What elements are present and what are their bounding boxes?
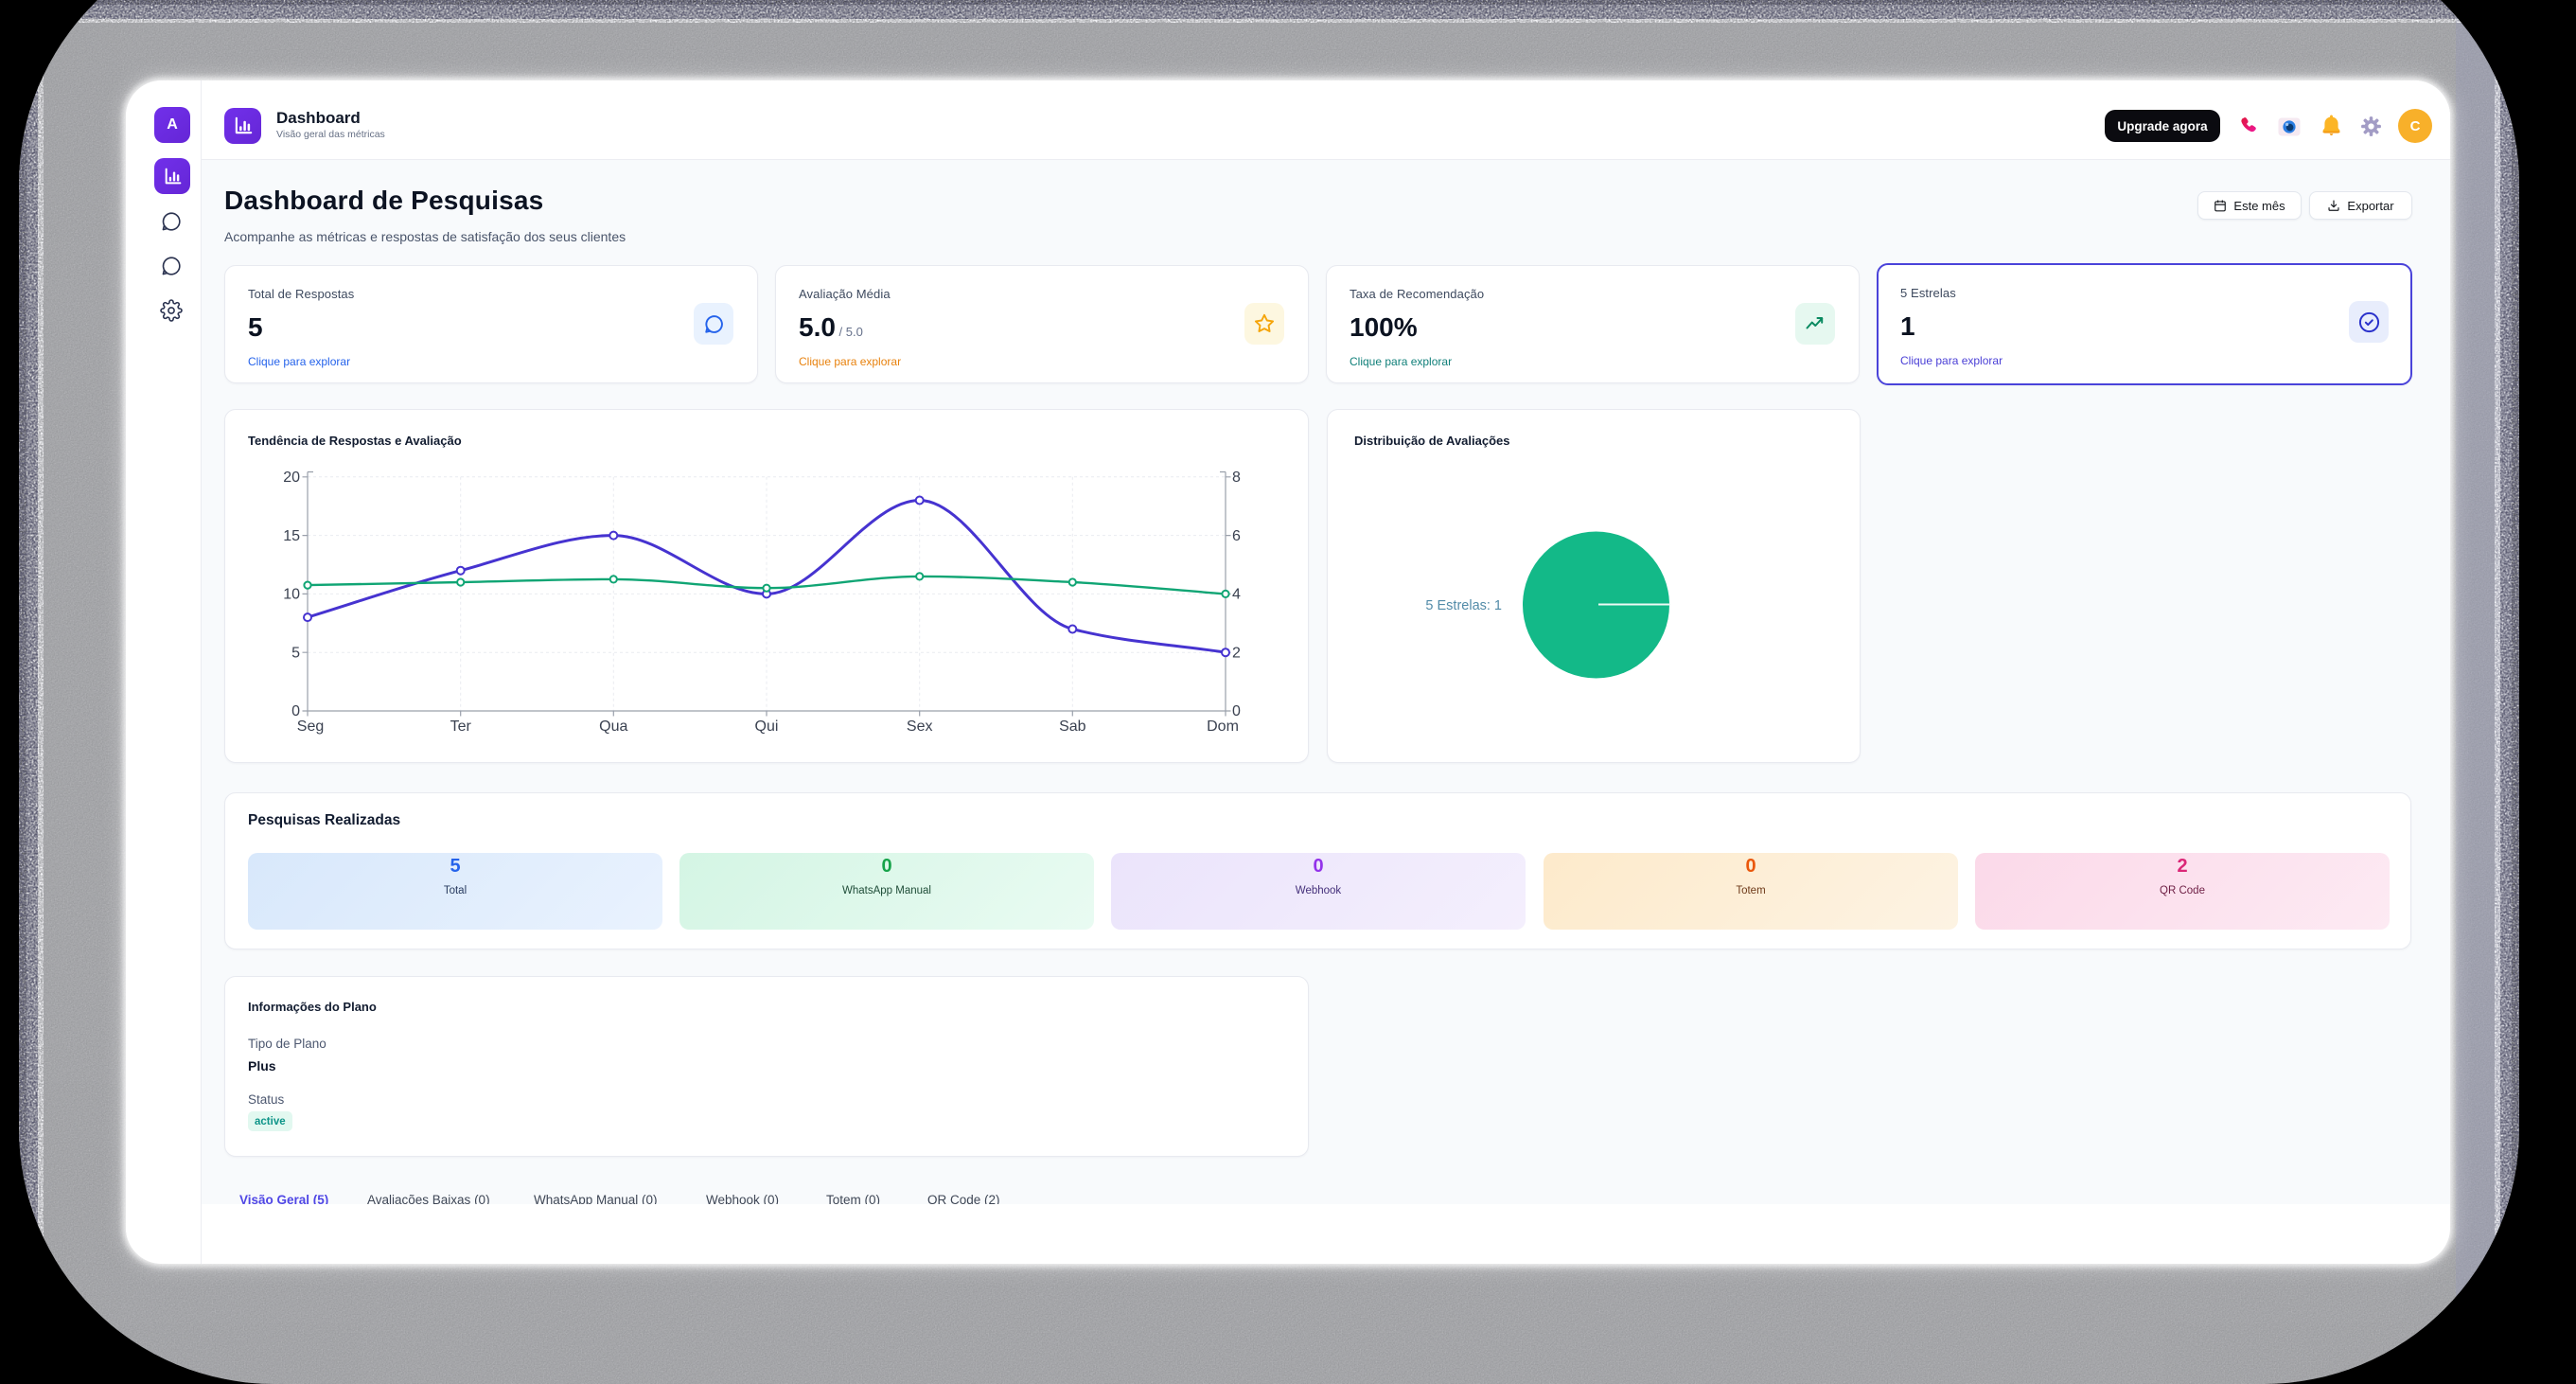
svg-text:Ter: Ter [450, 719, 472, 735]
svg-text:8: 8 [1232, 470, 1241, 486]
svg-text:15: 15 [283, 528, 300, 544]
svg-text:0: 0 [1232, 703, 1241, 719]
svg-text:Qui: Qui [755, 719, 779, 735]
svg-text:20: 20 [283, 470, 300, 486]
svg-text:5 Estrelas: 1: 5 Estrelas: 1 [1425, 598, 1502, 613]
svg-text:Sex: Sex [907, 719, 933, 735]
svg-text:Dom: Dom [1207, 719, 1239, 735]
svg-text:0: 0 [291, 703, 300, 719]
svg-text:Qua: Qua [599, 719, 627, 735]
svg-text:6: 6 [1232, 528, 1241, 544]
svg-text:Seg: Seg [297, 719, 324, 735]
svg-text:Sab: Sab [1059, 719, 1086, 735]
svg-text:10: 10 [283, 587, 300, 603]
svg-text:2: 2 [1232, 645, 1241, 661]
svg-text:4: 4 [1232, 587, 1241, 603]
svg-text:5: 5 [291, 645, 300, 661]
